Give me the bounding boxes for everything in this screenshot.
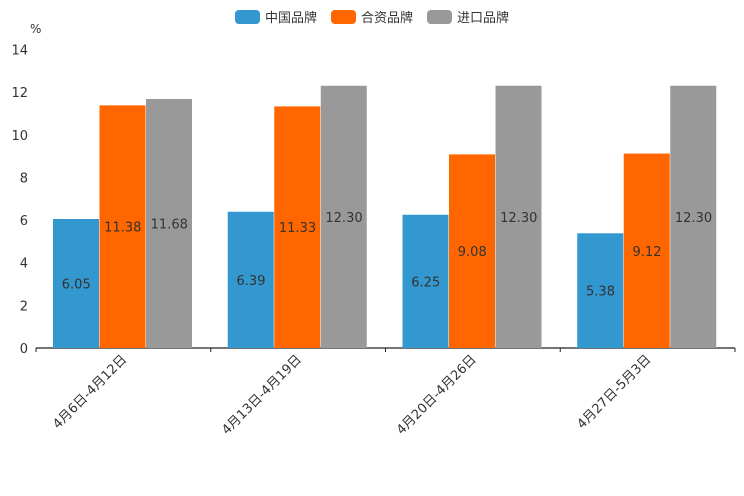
bar-china [227, 211, 274, 348]
data-label: 12.30 [325, 211, 362, 226]
bar-import [670, 85, 717, 348]
data-label: 12.30 [500, 211, 537, 226]
bar-china [577, 233, 624, 348]
legend-item-import[interactable]: 进口品牌 [427, 7, 509, 26]
bar-jv [623, 153, 670, 348]
y-tick-label: 10 [11, 129, 28, 144]
legend-swatch-import [427, 9, 452, 24]
bar-china [402, 214, 449, 348]
bar-jv [274, 106, 321, 348]
y-tick-label: 4 [20, 257, 28, 272]
y-tick-label: 0 [20, 342, 28, 357]
x-tick-label: 4月6日-4月12日 [50, 352, 130, 432]
legend-item-jv[interactable]: 合资品牌 [330, 7, 413, 26]
data-label: 12.30 [675, 211, 712, 226]
data-label: 6.39 [237, 274, 266, 289]
x-tick-label: 4月13日-4月19日 [219, 352, 305, 438]
x-tick-label: 4月27日-5月3日 [575, 352, 655, 432]
legend-swatch-jv [330, 9, 356, 24]
data-label: 9.12 [633, 245, 662, 260]
x-tick-label: 4月20日-4月26日 [394, 352, 480, 438]
legend: 中国品牌 合资品牌 进口品牌 [0, 7, 744, 26]
bar-import [320, 85, 367, 348]
data-label: 6.05 [62, 278, 91, 293]
y-tick-label: 14 [11, 44, 28, 59]
y-tick-label: 2 [20, 299, 28, 314]
data-label: 11.33 [279, 221, 316, 236]
bar-jv [449, 154, 495, 348]
data-label: 9.08 [458, 245, 487, 260]
y-tick-label: 6 [20, 214, 28, 229]
data-label: 11.38 [104, 221, 141, 236]
y-tick-label: 8 [20, 171, 28, 186]
bar-jv [99, 105, 146, 348]
bar-china [53, 219, 99, 348]
y-tick-label: 12 [11, 86, 28, 101]
y-axis-unit: % [30, 22, 42, 36]
legend-label-jv: 合资品牌 [360, 11, 413, 26]
data-label: 6.25 [411, 275, 440, 290]
bar-import [495, 85, 542, 348]
legend-swatch-china [234, 9, 260, 24]
legend-label-import: 进口品牌 [457, 11, 510, 26]
legend-label-china: 中国品牌 [264, 11, 317, 26]
legend-item-china[interactable]: 中国品牌 [234, 7, 317, 26]
bar-import [146, 98, 192, 348]
data-label: 11.68 [151, 217, 188, 232]
data-label: 5.38 [586, 285, 615, 300]
